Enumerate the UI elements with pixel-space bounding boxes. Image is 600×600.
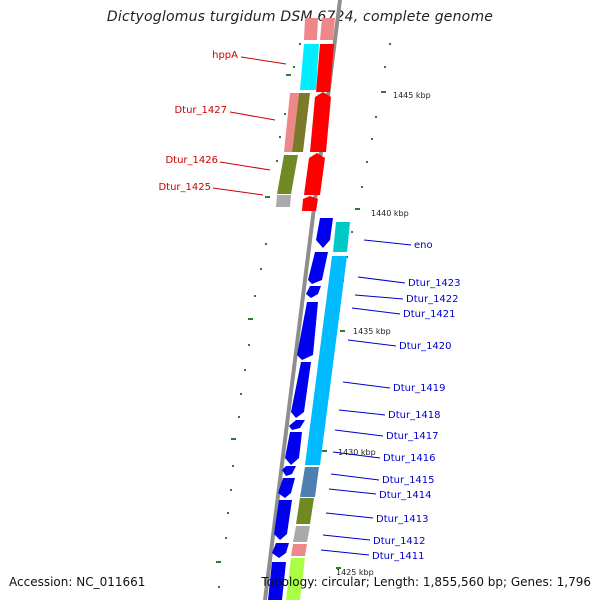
gene-label-Dtur_1421: Dtur_1421 xyxy=(403,309,456,320)
gene-label-Dtur_1419: Dtur_1419 xyxy=(393,383,446,394)
gene-label-Dtur_1416: Dtur_1416 xyxy=(383,453,436,464)
gene-label-Dtur_1412: Dtur_1412 xyxy=(373,536,426,547)
forward-strand-genes xyxy=(276,18,335,211)
gene-label-Dtur_1423: Dtur_1423 xyxy=(408,278,461,289)
topology-label: Topology: circular; Length: 1,855,560 bp… xyxy=(261,575,591,589)
gene-label-Dtur_1420: Dtur_1420 xyxy=(399,341,452,352)
scale-label-1445: 1445 kbp xyxy=(393,91,431,100)
gene-label-Dtur_1426: Dtur_1426 xyxy=(165,155,218,166)
scale-labels: 1445 kbp 1440 kbp 1435 kbp 1430 kbp 1425… xyxy=(336,91,431,577)
gene-label-Dtur_1425: Dtur_1425 xyxy=(158,182,211,193)
scale-label-1440: 1440 kbp xyxy=(371,209,409,218)
reverse-strand-genes xyxy=(268,218,350,600)
gene-label-Dtur_1417: Dtur_1417 xyxy=(386,431,439,442)
gene-label-Dtur_1414: Dtur_1414 xyxy=(379,490,432,501)
gene-label-hppA: hppA xyxy=(212,50,238,61)
map-title: Dictyoglomus turgidum DSM 6724, complete… xyxy=(106,9,494,25)
accession-label: Accession: NC_011661 xyxy=(9,575,146,589)
gene-label-eno: eno xyxy=(414,240,433,251)
reverse-gene-labels xyxy=(320,239,412,556)
gene-label-Dtur_1422: Dtur_1422 xyxy=(406,294,459,305)
gene-label-Dtur_1427: Dtur_1427 xyxy=(174,105,227,116)
forward-gene-labels xyxy=(212,56,287,196)
gene-label-Dtur_1415: Dtur_1415 xyxy=(382,475,435,486)
scale-label-1435: 1435 kbp xyxy=(353,327,391,336)
gene-label-Dtur_1411: Dtur_1411 xyxy=(372,551,425,562)
scale-label-1425: 1425 kbp xyxy=(336,568,374,577)
scale-label-1430: 1430 kbp xyxy=(338,448,376,457)
gene-label-Dtur_1418: Dtur_1418 xyxy=(388,410,441,421)
gene-label-Dtur_1413: Dtur_1413 xyxy=(376,514,429,525)
